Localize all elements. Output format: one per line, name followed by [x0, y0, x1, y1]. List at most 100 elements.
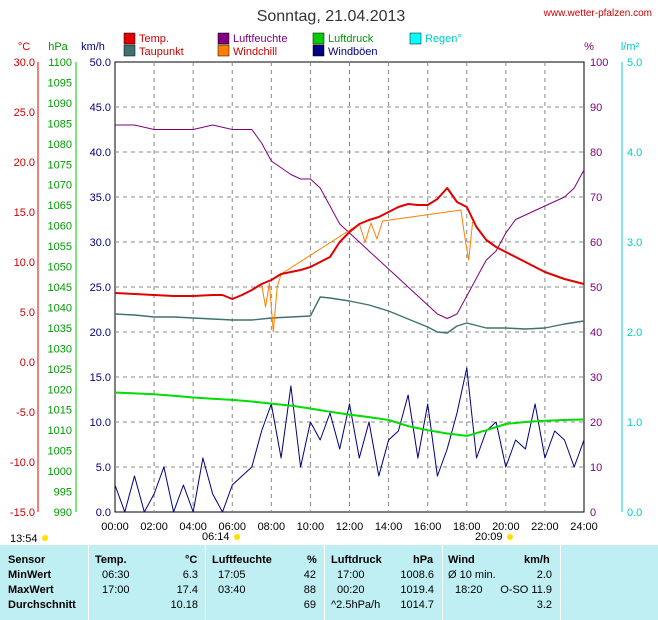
- legend-swatch: [312, 32, 325, 45]
- time-tick-label: 10:00: [297, 521, 325, 533]
- pressure-tick-label: 1085: [48, 118, 72, 130]
- legend-item-temp: Temp.: [123, 32, 169, 45]
- pressure-tick-label: 1060: [48, 221, 72, 233]
- series-line-luftdruck: [114, 391, 585, 437]
- stats-row-max: MaxWert 17:00 17.4 03:40 88 00:20 1019.4…: [0, 583, 658, 598]
- weather-chart: Sonntag, 21.04.2013 www.wetter-pfalzen.c…: [10, 8, 652, 545]
- stats-header-row: Sensor Temp. °C Luftfeuchte % Luftdruck …: [0, 553, 658, 568]
- moonset-icon: [42, 535, 48, 541]
- stats-temp-value: 17.4: [176, 584, 198, 596]
- stats-header-wind: Wind: [448, 554, 475, 566]
- legend-item-humidity: Luftfeuchte: [217, 32, 287, 45]
- time-tick-label: 06:00: [218, 521, 246, 533]
- pressure-tick-label: 1075: [48, 159, 72, 171]
- rain-axis-unit: l/m²: [621, 41, 640, 53]
- temp-tick-label: -10.0: [10, 457, 35, 469]
- temp-tick-label: 5.0: [20, 307, 35, 319]
- time-tick-label: 14:00: [375, 521, 403, 533]
- temp-axis-unit: °C: [18, 41, 30, 53]
- stats-temp-value: 10.18: [170, 599, 198, 611]
- humidity-tick-label: 70: [590, 192, 602, 204]
- stats-divider: [442, 545, 443, 620]
- legend-label: Windböen: [328, 46, 378, 58]
- rain-tick-label: 0.0: [627, 507, 642, 519]
- stats-row-label: MaxWert: [8, 584, 54, 596]
- legend-swatch: [409, 32, 422, 45]
- stats-row-min: MinWert 06:30 6.3 17:05 42 17:00 1008.6 …: [0, 568, 658, 583]
- sun-markers: 13:54 06:14 20:09: [10, 531, 513, 545]
- legend-label: Luftdruck: [328, 33, 374, 45]
- stats-table: Sensor Temp. °C Luftfeuchte % Luftdruck …: [0, 545, 658, 620]
- legend-swatch: [217, 44, 230, 57]
- stats-pressure-trend: ^2.5hPa/h: [331, 599, 381, 611]
- pressure-tick-label: 990: [54, 507, 72, 519]
- time-tick-label: 02:00: [140, 521, 168, 533]
- pressure-tick-label: 995: [54, 487, 72, 499]
- pressure-tick-label: 1005: [48, 446, 72, 458]
- moonset-time: 13:54: [10, 533, 38, 545]
- series-line-luftfeuchte: [115, 124, 585, 319]
- wind-tick-label: 10.0: [90, 417, 111, 429]
- wind-tick-label: 15.0: [90, 372, 111, 384]
- legend-label: Temp.: [139, 33, 169, 45]
- pressure-tick-label: 1100: [48, 57, 72, 69]
- legend-item-windchill: Windchill: [217, 44, 277, 58]
- humidity-tick-label: 20: [590, 417, 602, 429]
- stats-pressure-value: 1008.6: [400, 569, 434, 581]
- stats-header-pressure: Luftdruck: [331, 554, 382, 566]
- stats-header-humidity: Luftfeuchte: [212, 554, 272, 566]
- legend-swatch: [312, 44, 325, 57]
- temp-tick-label: 0.0: [20, 357, 35, 369]
- time-tick-label: 00:00: [101, 521, 129, 533]
- stats-humidity-time: 17:05: [218, 569, 246, 581]
- sunrise-icon: [234, 534, 240, 540]
- stats-humidity-value: 88: [303, 584, 316, 596]
- humidity-tick-label: 60: [590, 237, 602, 249]
- stats-row-label: Durchschnitt: [8, 599, 76, 611]
- pressure-tick-label: 1045: [48, 282, 72, 294]
- time-tick-label: 18:00: [453, 521, 481, 533]
- wind-tick-label: 45.0: [90, 102, 111, 114]
- stats-divider: [560, 545, 561, 620]
- wind-tick-label: 5.0: [96, 462, 111, 474]
- pressure-tick-label: 1015: [48, 405, 72, 417]
- pressure-tick-label: 1000: [48, 466, 72, 478]
- stats-humidity-time: 03:40: [218, 584, 246, 596]
- pressure-tick-label: 1080: [48, 139, 72, 151]
- legend-label: Windchill: [233, 46, 277, 58]
- stats-divider: [88, 545, 89, 620]
- wind-tick-label: 25.0: [90, 282, 111, 294]
- stats-pressure-value: 1014.7: [400, 599, 434, 611]
- source-link[interactable]: www.wetter-pfalzen.com: [543, 8, 652, 19]
- humidity-tick-label: 90: [590, 102, 602, 114]
- legend-item-pressure: Luftdruck: [312, 32, 374, 45]
- pressure-tick-label: 1055: [48, 241, 72, 253]
- stats-header-pressure-unit: hPa: [413, 554, 434, 566]
- stats-temp-time: 17:00: [102, 584, 130, 596]
- stats-humidity-value: 69: [303, 599, 316, 611]
- stats-pressure-value: 1019.4: [400, 584, 434, 596]
- stats-pressure-time: 00:20: [337, 584, 365, 596]
- stats-header-temp-unit: °C: [185, 554, 198, 566]
- legend-swatch: [217, 32, 230, 45]
- wind-tick-label: 35.0: [90, 192, 111, 204]
- temp-tick-label: -5.0: [16, 407, 35, 419]
- legend-label: Luftfeuchte: [233, 33, 287, 45]
- legend-item-gusts: Windböen: [312, 44, 378, 58]
- legend-item-rain: Regen°: [409, 32, 462, 45]
- pressure-tick-label: 1065: [48, 200, 72, 212]
- stats-divider: [324, 545, 325, 620]
- wind-tick-label: 30.0: [90, 237, 111, 249]
- rain-tick-label: 5.0: [627, 57, 642, 69]
- pressure-tick-label: 1090: [48, 98, 72, 110]
- stats-temp-value: 6.3: [182, 569, 198, 581]
- stats-wind-value: O-SO 11.9: [500, 584, 552, 596]
- pressure-tick-label: 1020: [48, 384, 72, 396]
- legend-label: Taupunkt: [139, 46, 184, 58]
- temp-tick-label: -15.0: [10, 507, 35, 519]
- stats-wind-time: Ø 10 min.: [448, 569, 496, 581]
- stats-header-sensor: Sensor: [8, 554, 46, 566]
- humidity-tick-label: 40: [590, 327, 602, 339]
- legend-swatch: [123, 44, 136, 57]
- pressure-tick-label: 1040: [48, 302, 72, 314]
